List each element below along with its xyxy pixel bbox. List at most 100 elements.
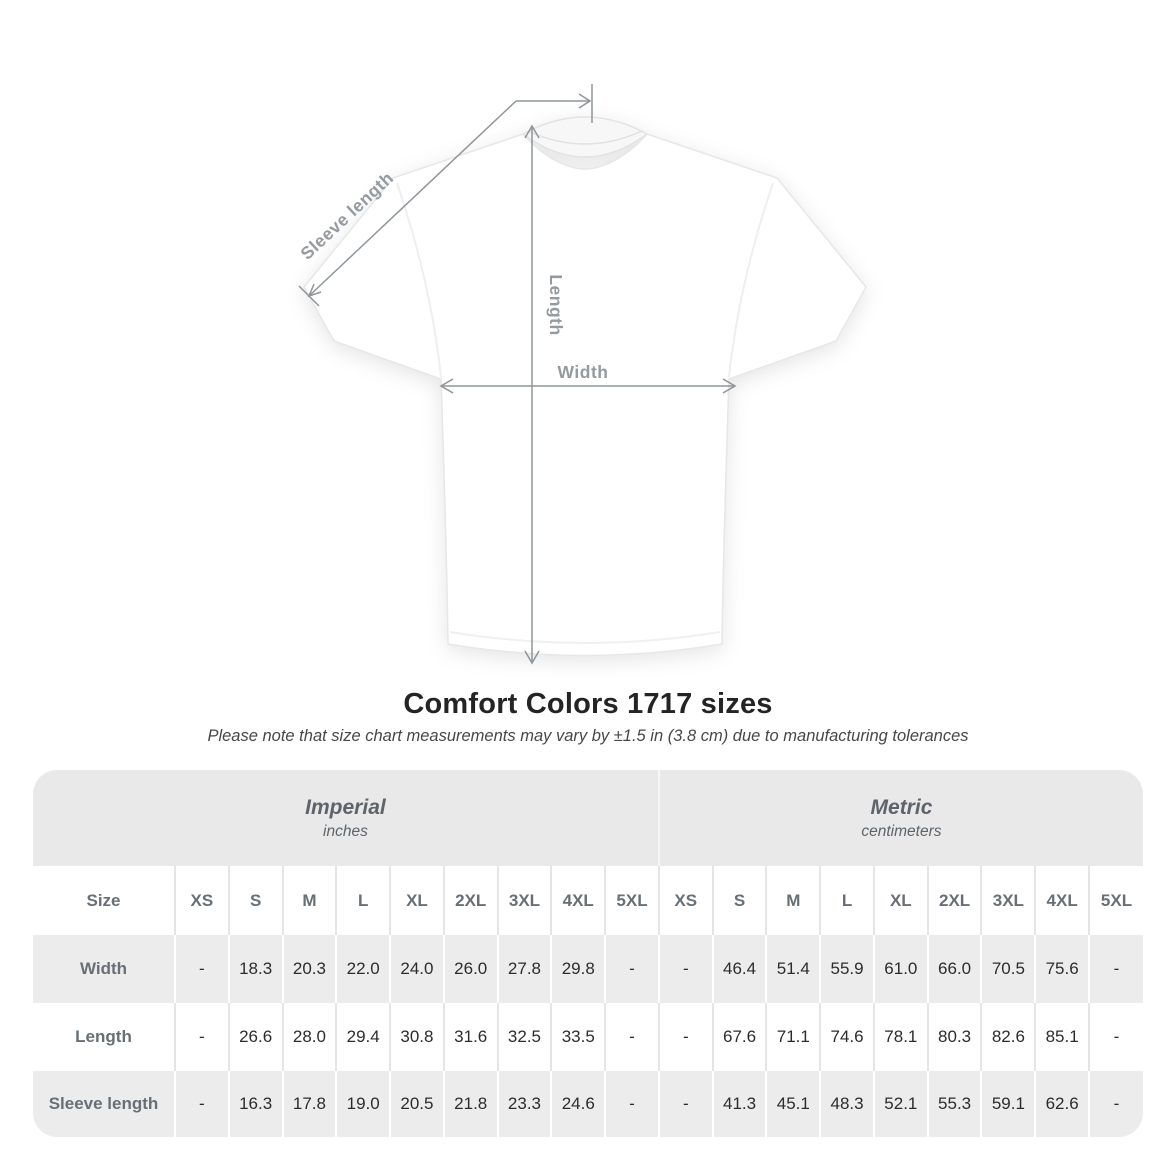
cell: -	[604, 1071, 659, 1137]
size-col: L	[335, 866, 391, 935]
cell: -	[1088, 935, 1143, 1003]
size-col: M	[281, 866, 337, 935]
tshirt-figure: Sleeve length Length Width	[0, 28, 1176, 678]
cell: 70.5	[980, 935, 1036, 1003]
cell: 71.1	[765, 1003, 821, 1071]
cell: 29.8	[550, 935, 606, 1003]
cell: 29.4	[335, 1003, 391, 1071]
cell: -	[657, 935, 713, 1003]
cell: 17.8	[281, 1071, 337, 1137]
length-arrow	[524, 124, 540, 665]
cell: 27.8	[496, 935, 552, 1003]
size-col: S	[711, 866, 767, 935]
cell: 26.6	[227, 1003, 283, 1071]
cell: -	[657, 1003, 713, 1071]
row-label: Width	[33, 935, 175, 1003]
imperial-subtitle: inches	[323, 823, 368, 841]
cell: 85.1	[1034, 1003, 1090, 1071]
size-col: 4XL	[550, 866, 606, 935]
size-col: M	[765, 866, 821, 935]
cell: 51.4	[765, 935, 821, 1003]
cell: -	[657, 1071, 713, 1137]
size-col: XL	[389, 866, 444, 935]
size-col: 3XL	[980, 866, 1036, 935]
size-col: 2XL	[926, 866, 982, 935]
cell: 30.8	[389, 1003, 444, 1071]
cell: 74.6	[819, 1003, 874, 1071]
cell: 80.3	[926, 1003, 982, 1071]
metric-title: Metric	[870, 795, 933, 819]
cell: 66.0	[926, 935, 982, 1003]
table-row-sleeve-length: Sleeve length - 16.3 17.8 19.0 20.5 21.8…	[33, 1071, 1143, 1137]
cell: 78.1	[872, 1003, 928, 1071]
cell: 33.5	[550, 1003, 606, 1071]
size-chart-table: Imperial inches Metric centimeters Size …	[33, 770, 1143, 1137]
size-col: XS	[657, 866, 713, 935]
cell: 19.0	[335, 1071, 391, 1137]
cell: 59.1	[980, 1071, 1036, 1137]
width-label: Width	[558, 362, 609, 382]
size-col: 5XL	[604, 866, 659, 935]
table-row-width: Width - 18.3 20.3 22.0 24.0 26.0 27.8 29…	[33, 935, 1143, 1003]
collar	[521, 116, 649, 158]
size-header-row: Size XS S M L XL 2XL 3XL 4XL 5XL XS S M …	[33, 866, 1143, 935]
imperial-header: Imperial inches	[33, 770, 659, 866]
cell: 24.6	[550, 1071, 606, 1137]
cell: 22.0	[335, 935, 391, 1003]
tshirt-diagram: Sleeve length Length Width	[296, 84, 867, 665]
cell: 61.0	[872, 935, 928, 1003]
metric-header: Metric centimeters	[657, 770, 1143, 866]
cell: 26.0	[442, 935, 498, 1003]
cell: 28.0	[281, 1003, 337, 1071]
unit-header-row: Imperial inches Metric centimeters	[33, 770, 1143, 866]
metric-subtitle: centimeters	[861, 823, 942, 841]
length-label: Length	[546, 274, 566, 335]
table-row-length: Length - 26.6 28.0 29.4 30.8 31.6 32.5 3…	[33, 1003, 1143, 1071]
size-col: 5XL	[1088, 866, 1143, 935]
cell: 62.6	[1034, 1071, 1090, 1137]
cell: 31.6	[442, 1003, 498, 1071]
cell: 32.5	[496, 1003, 552, 1071]
cell: -	[1088, 1071, 1143, 1137]
tshirt-graphic	[303, 116, 867, 657]
sleeve-length-arrow	[298, 84, 593, 307]
cell: -	[174, 935, 229, 1003]
cell: -	[1088, 1003, 1143, 1071]
cell: 67.6	[711, 1003, 767, 1071]
row-label: Length	[75, 1027, 132, 1046]
size-col: XS	[174, 866, 229, 935]
size-table: Imperial inches Metric centimeters Size …	[33, 770, 1143, 1137]
cell: 41.3	[711, 1071, 767, 1137]
size-label: Size	[86, 890, 121, 910]
size-col: 4XL	[1034, 866, 1090, 935]
cell: 48.3	[819, 1071, 874, 1137]
page-title: Comfort Colors 1717 sizes	[403, 688, 773, 720]
cell: 45.1	[765, 1071, 821, 1137]
cell: 20.3	[281, 935, 337, 1003]
cell: 24.0	[389, 935, 444, 1003]
cell: 21.8	[442, 1071, 498, 1137]
cell: 20.5	[389, 1071, 444, 1137]
cell: 46.4	[711, 935, 767, 1003]
cell: -	[174, 1071, 229, 1137]
tolerance-note: Please note that size chart measurements…	[207, 727, 969, 745]
cell: -	[604, 1003, 659, 1071]
cell: 55.3	[926, 1071, 982, 1137]
cell: 52.1	[872, 1071, 928, 1137]
cell: 18.3	[227, 935, 283, 1003]
size-col: S	[227, 866, 283, 935]
size-col: XL	[872, 866, 928, 935]
width-arrow	[439, 378, 737, 394]
cell: 23.3	[496, 1071, 552, 1137]
cell: 75.6	[1034, 935, 1090, 1003]
cell: 16.3	[227, 1071, 283, 1137]
cell: 55.9	[819, 935, 874, 1003]
imperial-title: Imperial	[305, 795, 386, 819]
size-col: 2XL	[442, 866, 498, 935]
row-label: Sleeve length	[33, 1071, 175, 1137]
size-col: 3XL	[496, 866, 552, 935]
size-col: L	[819, 866, 874, 935]
cell: -	[604, 935, 659, 1003]
cell: -	[174, 1003, 229, 1071]
cell: 82.6	[980, 1003, 1036, 1071]
